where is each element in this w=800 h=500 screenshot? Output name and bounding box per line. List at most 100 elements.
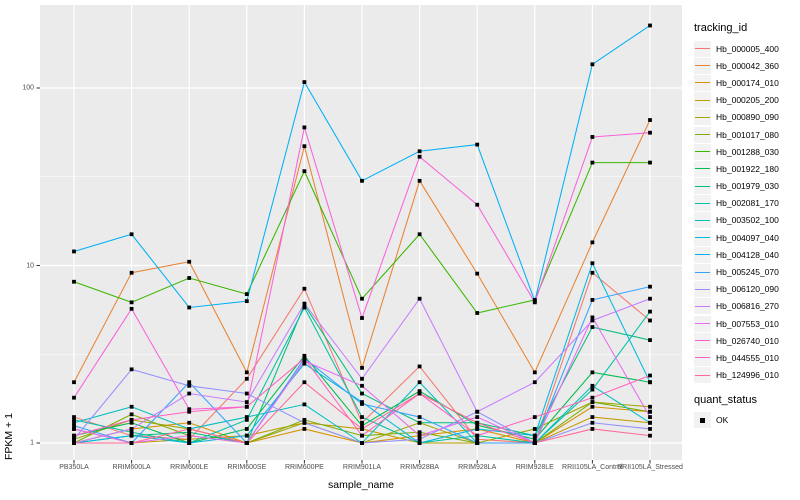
data-point: [302, 361, 307, 366]
data-point: [648, 23, 652, 28]
data-point: [417, 433, 422, 438]
data-point: [475, 437, 480, 442]
data-point: [302, 359, 307, 363]
legend-key-line-icon: [694, 349, 711, 366]
data-point: [360, 420, 364, 425]
legend-key-line-icon: [694, 195, 711, 212]
legend-row-Hb_000890_090: Hb_000890_090: [694, 109, 800, 126]
data-point: [590, 383, 595, 388]
data-point: [129, 270, 134, 275]
data-point: [590, 404, 595, 409]
data-point: [360, 178, 364, 183]
data-point: [590, 270, 595, 275]
data-point: [187, 407, 192, 412]
legend-label: Hb_044555_010: [716, 352, 779, 363]
data-point: [302, 420, 307, 425]
data-point: [417, 420, 422, 425]
data-point: [475, 202, 480, 207]
data-point: [244, 433, 249, 438]
data-point: [360, 296, 364, 301]
legend-key-line-icon: [694, 178, 711, 195]
x-tick-label: RRIM928LA: [458, 464, 497, 471]
legend-row-Hb_026740_010: Hb_026740_010: [694, 332, 800, 349]
data-point: [129, 430, 134, 435]
data-point: [648, 380, 652, 385]
x-tick-label: RRII105LA_Stressed: [617, 464, 683, 471]
legend-row-Hb_007553_010: Hb_007553_010: [694, 315, 800, 332]
legend-key-line-icon: [694, 143, 711, 160]
data-point: [590, 315, 595, 320]
data-point: [302, 353, 307, 358]
legend-key-line-icon: [694, 92, 711, 109]
data-point: [244, 400, 249, 404]
data-point: [475, 271, 480, 276]
data-point: [648, 409, 652, 414]
data-point: [648, 118, 652, 122]
data-point: [187, 391, 192, 396]
data-point: [648, 284, 652, 289]
legend-key-line-icon: [694, 281, 711, 298]
legend-label: Hb_005245_070: [716, 267, 779, 278]
legend-row-Hb_001979_030: Hb_001979_030: [694, 178, 800, 195]
data-point: [129, 420, 134, 425]
data-point: [648, 415, 652, 419]
data-point: [187, 409, 192, 414]
x-tick-label: RRIM600LA: [112, 464, 151, 471]
data-point: [244, 376, 249, 381]
data-point: [360, 316, 364, 320]
data-point: [360, 433, 364, 438]
data-point: [187, 441, 192, 445]
data-point: [590, 370, 595, 375]
legend-key-line-icon: [694, 74, 711, 91]
legend-label: Hb_002081_170: [716, 198, 779, 209]
data-point: [475, 433, 480, 438]
x-axis-title: sample_name: [328, 479, 394, 491]
data-point: [302, 144, 307, 149]
legend-label: Hb_000005_400: [716, 43, 779, 54]
legend-row-Hb_006816_270: Hb_006816_270: [694, 298, 800, 315]
data-point: [244, 427, 249, 431]
data-point: [129, 441, 134, 445]
data-point: [590, 427, 595, 431]
data-point: [590, 387, 595, 392]
data-point: [360, 415, 364, 419]
x-tick-label: RRIM901LA: [342, 464, 382, 471]
data-point: [417, 380, 422, 385]
data-point: [187, 305, 192, 310]
legend-label: Hb_004128_040: [716, 249, 779, 260]
x-tick-label: RRIM928BA: [400, 464, 440, 471]
data-point: [360, 427, 364, 431]
legend-label: Hb_000205_200: [716, 95, 779, 106]
data-point: [187, 433, 192, 438]
data-point: [302, 356, 307, 361]
data-point: [417, 391, 422, 396]
data-point: [648, 309, 652, 314]
data-point: [129, 427, 134, 431]
data-point: [302, 427, 307, 431]
data-point: [532, 441, 537, 445]
legend-key-line-icon: [694, 212, 711, 229]
legend-label: Hb_000174_010: [716, 77, 779, 88]
legend-key-line-icon: [694, 229, 711, 246]
legend-title-tracking-id: tracking_id: [694, 22, 748, 34]
data-point: [475, 311, 480, 315]
data-point: [187, 380, 192, 385]
legend-key-line-icon: [694, 264, 711, 281]
data-point: [187, 430, 192, 435]
data-point: [129, 433, 134, 438]
data-point: [244, 415, 249, 419]
data-point: [648, 338, 652, 342]
legend-label: Hb_124996_010: [716, 370, 779, 381]
data-point: [72, 279, 76, 284]
data-point: [129, 300, 134, 305]
data-point: [590, 415, 595, 419]
data-point: [648, 318, 652, 323]
data-point: [590, 135, 595, 139]
data-point: [590, 240, 595, 245]
data-point: [72, 437, 76, 442]
y-tick-label: 100: [22, 84, 34, 92]
y-tick-label: 1: [30, 439, 34, 447]
data-point: [590, 400, 595, 404]
data-point: [590, 160, 595, 165]
legend-key-line-icon: [694, 332, 711, 349]
